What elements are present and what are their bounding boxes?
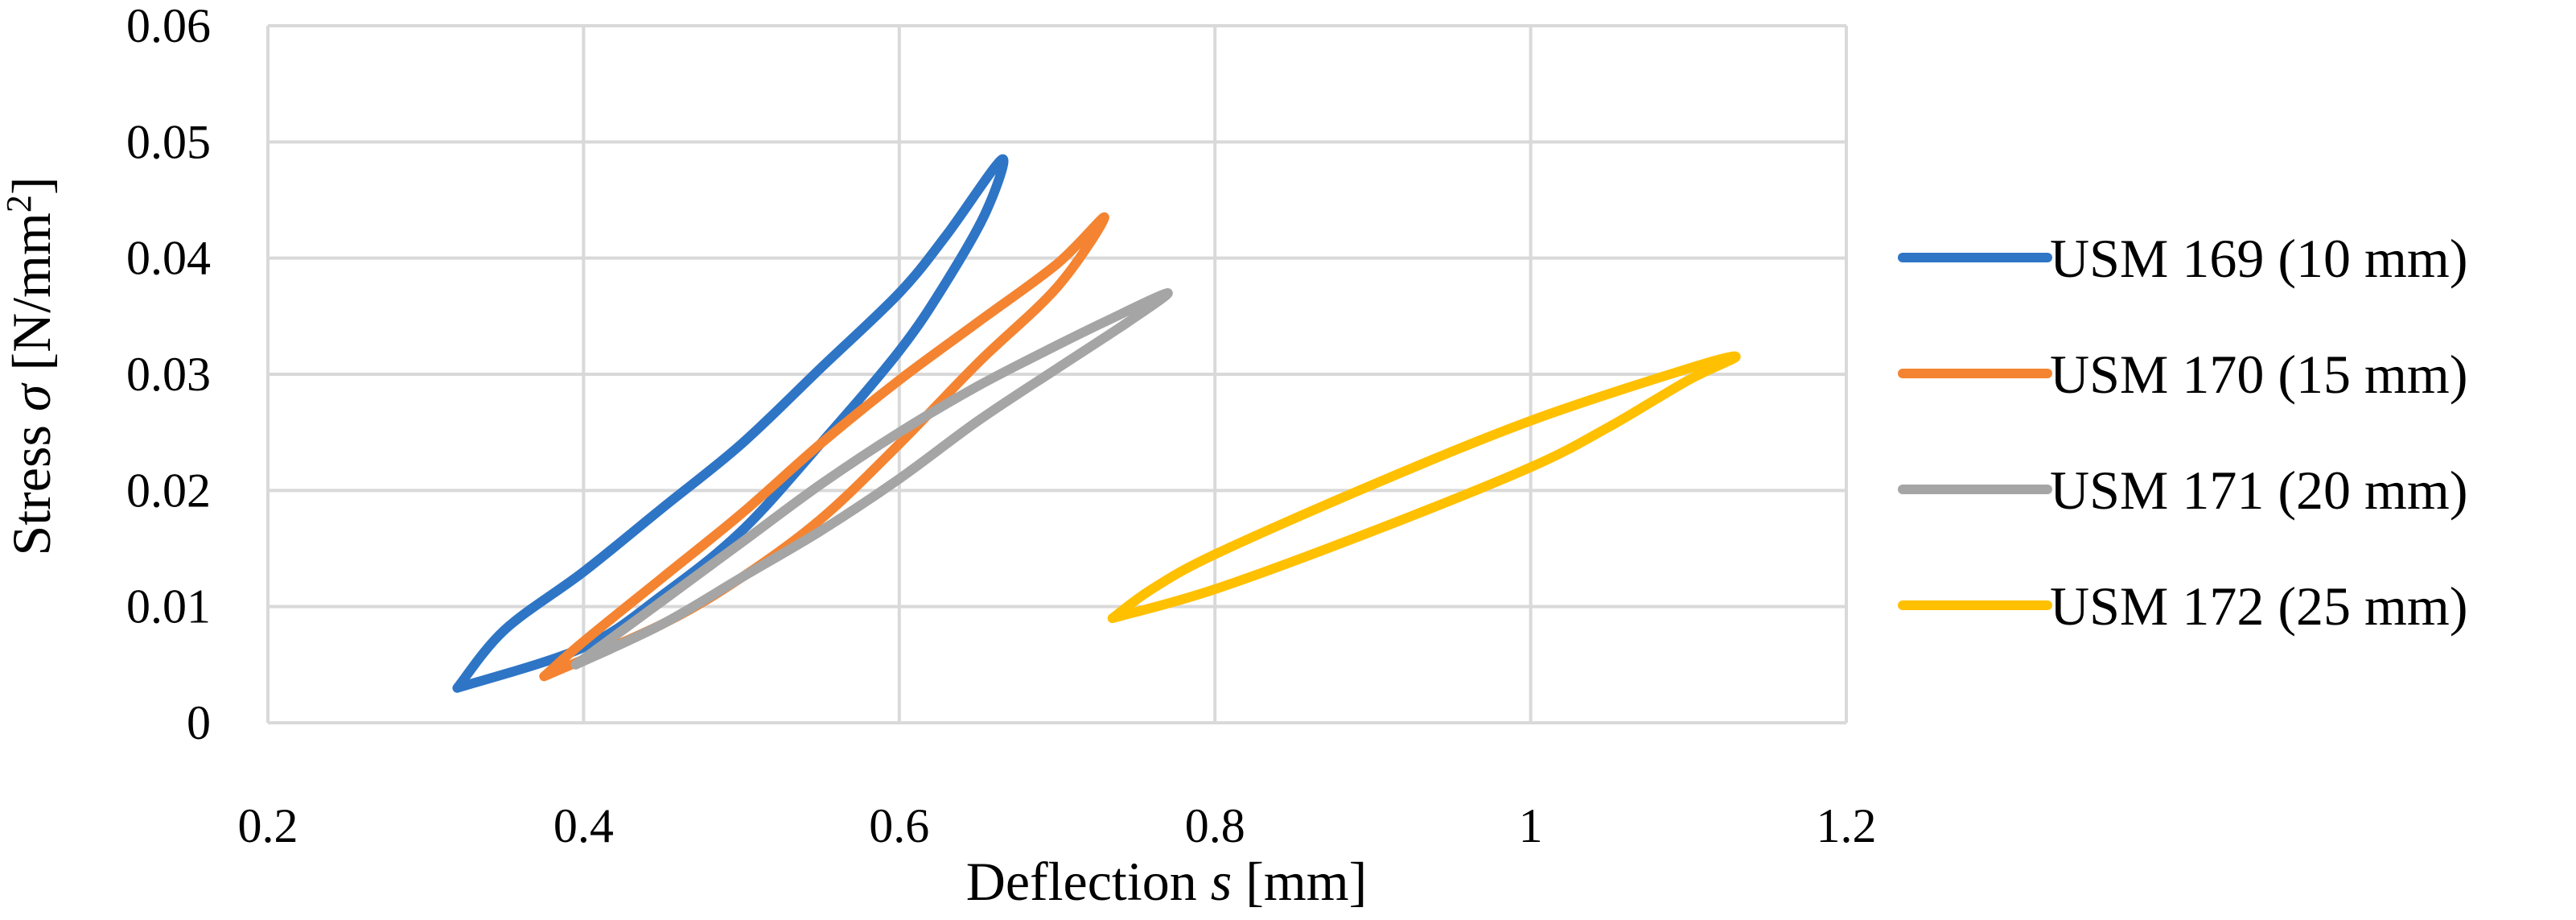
x-tick-label: 1.2 xyxy=(1817,799,1877,852)
x-tick-label: 0.6 xyxy=(869,799,929,852)
y-tick-label: 0.05 xyxy=(126,115,211,168)
x-tick-label: 0.4 xyxy=(553,799,614,852)
y-tick-label: 0.01 xyxy=(126,580,211,633)
legend-label: USM 171 (20 mm) xyxy=(2050,460,2467,521)
grid xyxy=(266,24,1848,724)
x-tick-label: 0.2 xyxy=(238,799,298,852)
legend-label: USM 169 (10 mm) xyxy=(2050,228,2467,289)
y-tick-labels: 0 0.01 0.02 0.03 0.04 0.05 0.06 xyxy=(126,0,211,749)
y-tick-label: 0.03 xyxy=(126,348,211,401)
series-line-usm-171 xyxy=(570,288,1173,670)
y-tick-label: 0.06 xyxy=(126,0,211,52)
x-tick-labels: 0.2 0.4 0.6 0.8 1 1.2 xyxy=(238,799,1877,852)
series-line-usm-169 xyxy=(452,154,1009,693)
legend: USM 169 (10 mm) USM 170 (15 mm) USM 171 (2… xyxy=(1898,228,2467,637)
series-layer xyxy=(452,154,1741,693)
x-tick-label: 1 xyxy=(1519,799,1543,852)
y-tick-label: 0 xyxy=(187,696,211,749)
y-tick-label: 0.02 xyxy=(126,464,211,517)
legend-label: USM 172 (25 mm) xyxy=(2050,576,2467,637)
y-axis-title: Stress σ [N/mm2] xyxy=(0,176,62,555)
x-tick-label: 0.8 xyxy=(1185,799,1245,852)
y-tick-label: 0.04 xyxy=(126,232,211,285)
series-line-usm-172 xyxy=(1107,351,1741,624)
legend-label: USM 170 (15 mm) xyxy=(2050,344,2467,405)
x-axis-title: Deflection s [mm] xyxy=(966,851,1368,912)
